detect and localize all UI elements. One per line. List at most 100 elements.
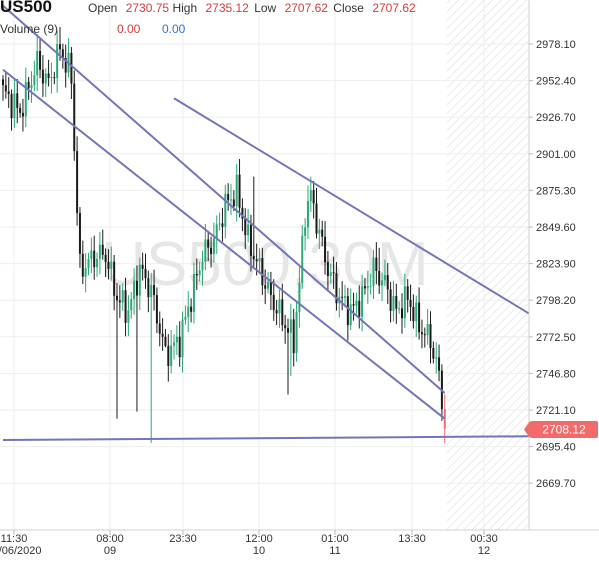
candle-body <box>81 253 84 277</box>
y-axis: 2978.10 2952.40 2926.70 2901.00 2875.30 2849.… <box>529 39 576 490</box>
candle <box>144 253 147 289</box>
candle-body <box>349 304 352 326</box>
candle <box>221 207 224 242</box>
candle <box>312 181 315 219</box>
candle-body <box>130 299 133 311</box>
candle-body <box>70 52 73 84</box>
candle-body <box>241 207 244 219</box>
candle-body <box>269 281 272 295</box>
candle <box>235 164 238 222</box>
y-tick-label: 2849.60 <box>536 222 576 234</box>
candle-body <box>96 258 99 268</box>
candle <box>167 334 170 382</box>
candle-body <box>335 273 338 304</box>
candle <box>184 305 187 325</box>
candle-body <box>281 299 284 326</box>
price-tag: 2708.12 <box>524 421 598 438</box>
candle <box>141 252 144 281</box>
candle-body <box>221 223 224 227</box>
candle-body <box>369 285 372 287</box>
candle-body <box>429 324 432 348</box>
y-tick-label: 2978.10 <box>536 39 576 51</box>
x-date-label: 10 <box>253 545 265 557</box>
candle <box>135 265 138 412</box>
candle-body <box>309 190 312 202</box>
candle-body <box>418 302 421 333</box>
y-tick-label: 2823.90 <box>536 259 576 271</box>
candle-body <box>144 268 147 279</box>
candle <box>147 270 150 313</box>
candle <box>230 183 232 216</box>
candle-body <box>127 310 130 323</box>
candle <box>326 251 329 290</box>
candle-body <box>375 257 378 271</box>
candle-body <box>363 286 366 289</box>
y-tick-label: 2798.20 <box>536 295 576 307</box>
candle-body <box>21 112 24 117</box>
candle <box>295 302 298 362</box>
candle <box>21 98 24 132</box>
candle-body <box>135 280 138 296</box>
candle-body <box>187 306 190 317</box>
candle <box>261 247 264 295</box>
candle <box>178 321 181 367</box>
candle <box>306 185 309 240</box>
upper-channel-trendline <box>2 4 446 394</box>
candle <box>124 277 127 337</box>
candle <box>138 257 141 311</box>
candle-body <box>420 332 423 335</box>
candle-body <box>409 299 412 307</box>
candle-body <box>415 302 418 322</box>
y-tick-label: 2901.00 <box>536 149 576 161</box>
candle-body <box>59 44 61 50</box>
candle <box>227 183 230 211</box>
candle-body <box>124 290 127 323</box>
candle-body <box>10 93 13 119</box>
close-value: 2707.62 <box>372 1 416 15</box>
open-label: Open <box>88 1 118 15</box>
open-value: 2730.75 <box>125 1 170 15</box>
candle <box>372 249 375 300</box>
candle <box>190 298 193 323</box>
candle <box>73 70 76 161</box>
volume-value-2: 0.00 <box>162 22 186 36</box>
candle <box>175 325 178 355</box>
candle-body <box>412 306 415 322</box>
candle-body <box>372 257 375 286</box>
candle-body <box>235 174 238 207</box>
candle-body <box>207 239 210 248</box>
candle <box>2 75 4 101</box>
candle <box>4 71 7 99</box>
low-label: Low <box>254 1 277 15</box>
candle <box>418 287 421 340</box>
candle-body <box>395 296 398 309</box>
candle-body <box>232 199 235 207</box>
candle <box>187 291 190 333</box>
candle-body <box>346 296 349 326</box>
candle <box>275 300 278 326</box>
candle <box>435 342 438 374</box>
candle-body <box>158 323 161 334</box>
y-tick-label: 2772.50 <box>536 332 576 344</box>
candle <box>252 176 255 267</box>
candle <box>244 208 247 250</box>
volume-value-1: 0.00 <box>117 22 141 36</box>
candle <box>375 242 378 285</box>
candle-body <box>284 325 287 329</box>
candle <box>39 37 42 79</box>
candle <box>218 212 221 231</box>
candle-body <box>192 273 195 312</box>
candle-body <box>181 319 184 358</box>
candle-body <box>321 229 324 237</box>
candle-body <box>87 258 90 269</box>
candle-body <box>332 272 335 274</box>
candle-body <box>150 284 153 298</box>
candle-body <box>315 203 318 234</box>
support-line-trendline <box>2 435 529 442</box>
candle <box>173 334 175 360</box>
y-tick-label: 2669.70 <box>536 478 576 490</box>
candle <box>287 318 289 395</box>
future-area <box>447 0 529 530</box>
candle <box>7 77 10 108</box>
